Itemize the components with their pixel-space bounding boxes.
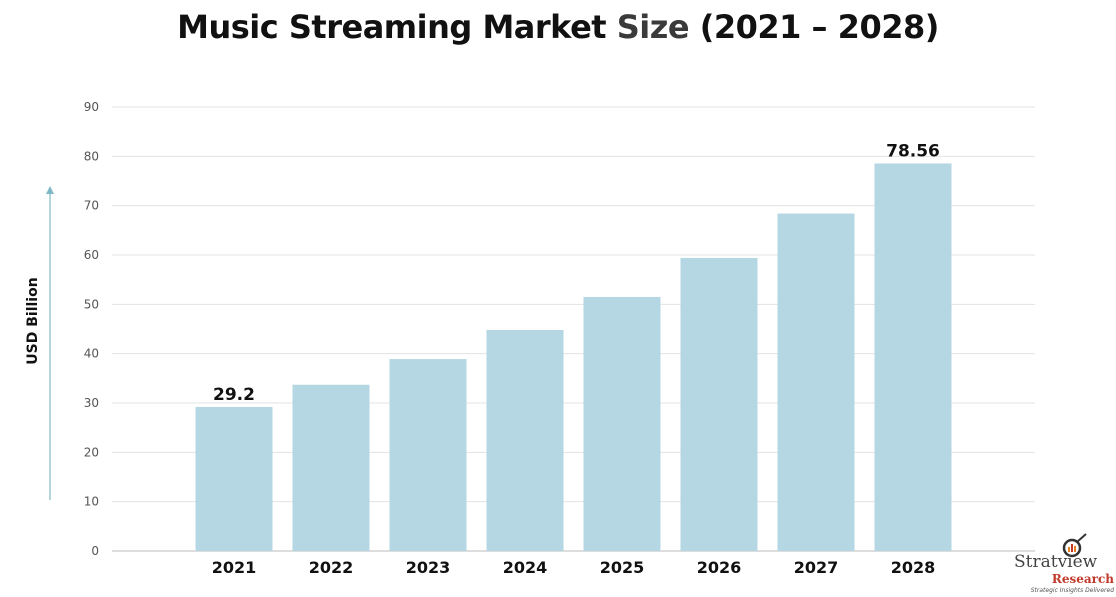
y-tick-label: 80 <box>84 149 99 163</box>
y-tick-label: 30 <box>84 396 99 410</box>
bar-2024 <box>486 329 564 551</box>
y-tick-label: 20 <box>84 445 99 459</box>
y-tick-label: 90 <box>84 100 99 114</box>
x-tick-label: 2023 <box>406 558 451 577</box>
x-tick-label: 2028 <box>891 558 936 577</box>
bar-2021 <box>195 406 273 551</box>
y-tick-label: 40 <box>84 347 99 361</box>
chart-title: Music Streaming Market Size (2021 – 2028… <box>177 8 939 46</box>
x-tick-label: 2022 <box>309 558 354 577</box>
logo-magnifier-icon <box>1062 533 1087 558</box>
bar-2028 <box>874 163 952 552</box>
bar-2026 <box>680 257 758 551</box>
bar-2025 <box>583 296 661 551</box>
y-tick-label: 0 <box>91 544 99 558</box>
data-label: 78.56 <box>886 141 940 161</box>
data-label: 29.2 <box>213 385 255 405</box>
x-tick-label: 2024 <box>503 558 548 577</box>
x-tick-label: 2025 <box>600 558 645 577</box>
y-tick-label: 60 <box>84 248 99 262</box>
bar-2027 <box>777 213 855 551</box>
bar-2022 <box>292 384 370 551</box>
y-tick-label: 50 <box>84 297 99 311</box>
y-axis-label: USD Billion <box>25 277 41 364</box>
y-tick-label: 10 <box>84 495 99 509</box>
bar-2023 <box>389 359 467 551</box>
stratview-logo: Stratview Research Strategic Insights De… <box>1008 532 1116 597</box>
x-tick-label: 2021 <box>212 558 257 577</box>
arrow-head-icon <box>46 186 54 194</box>
x-tick-label: 2027 <box>794 558 839 577</box>
y-tick-label: 70 <box>84 199 99 213</box>
x-tick-label: 2026 <box>697 558 742 577</box>
